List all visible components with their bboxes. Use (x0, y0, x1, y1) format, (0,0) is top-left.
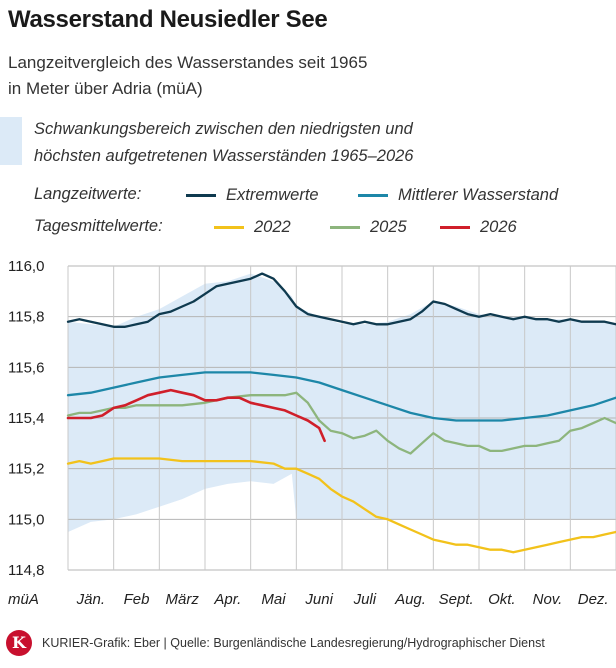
source-credit: KURIER-Grafik: Eber | Quelle: Burgenländ… (42, 636, 545, 650)
x-tick-label: Mai (261, 591, 286, 608)
legend-item-extreme: Extremwerte (186, 185, 319, 205)
legend-line-extreme (186, 193, 216, 197)
x-tick-label: Jän. (76, 591, 105, 608)
y-tick-label: 114,8 (8, 562, 44, 579)
range-legend-text-1: Schwankungsbereich zwischen den niedrigs… (34, 120, 413, 138)
legend-item-2022: 2022 (214, 217, 291, 237)
legend-label-extreme: Extremwerte (226, 185, 319, 204)
series-line-2026 (66, 388, 326, 443)
x-tick-label: Aug. (394, 591, 426, 608)
legend-label-2026: 2026 (480, 217, 517, 236)
legend-item-mean: Mittlerer Wasserstand (358, 185, 558, 205)
subtitle-line-1: Langzeitvergleich des Wasserstandes seit… (8, 53, 368, 72)
x-tick-label: Feb (124, 591, 150, 608)
y-tick-label: 115,4 (8, 410, 44, 427)
legend-line-2025 (330, 225, 360, 229)
y-tick-label: 115,0 (8, 511, 44, 528)
series-line-2022 (66, 457, 616, 554)
legend-item-2025: 2025 (330, 217, 407, 237)
legend-label-2025: 2025 (370, 217, 407, 236)
legend-group-longterm: Langzeitwerte: (34, 185, 142, 203)
x-tick-label: März (165, 591, 199, 608)
legend-line-mean (358, 193, 388, 197)
x-tick-label: Apr. (213, 591, 241, 608)
x-tick-label: Nov. (533, 591, 563, 608)
x-tick-label: Sept. (439, 591, 474, 608)
x-tick-label: Juli (353, 591, 377, 608)
x-tick-label: Juni (304, 591, 333, 608)
legend-line-2026 (440, 225, 470, 229)
legend-line-2022 (214, 225, 244, 229)
y-tick-label: 115,2 (8, 461, 44, 478)
x-tick-label: Dez. (578, 591, 609, 608)
legend-group-daily: Tagesmittelwerte: (34, 217, 163, 235)
y-tick-label: 115,6 (8, 359, 44, 376)
y-unit-label: müA (8, 591, 39, 608)
legend-item-2026: 2026 (440, 217, 517, 237)
series-line-2025 (66, 391, 616, 455)
range-legend-swatch (0, 117, 22, 165)
subtitle-line-2: in Meter über Adria (müA) (8, 79, 203, 98)
page-title: Wasserstand Neusiedler See (8, 6, 328, 33)
y-tick-label: 116,0 (8, 258, 44, 275)
legend-label-2022: 2022 (254, 217, 291, 236)
series-line-extremwerte (66, 272, 616, 328)
series-line-mittlerer-wasserstand (66, 371, 616, 422)
range-legend-text-2: höchsten aufgetretenen Wasserständen 196… (34, 147, 414, 165)
y-tick-label: 115,8 (8, 309, 44, 326)
kurier-logo: K (6, 630, 32, 656)
x-tick-label: Okt. (488, 591, 516, 608)
legend-label-mean: Mittlerer Wasserstand (398, 185, 559, 204)
